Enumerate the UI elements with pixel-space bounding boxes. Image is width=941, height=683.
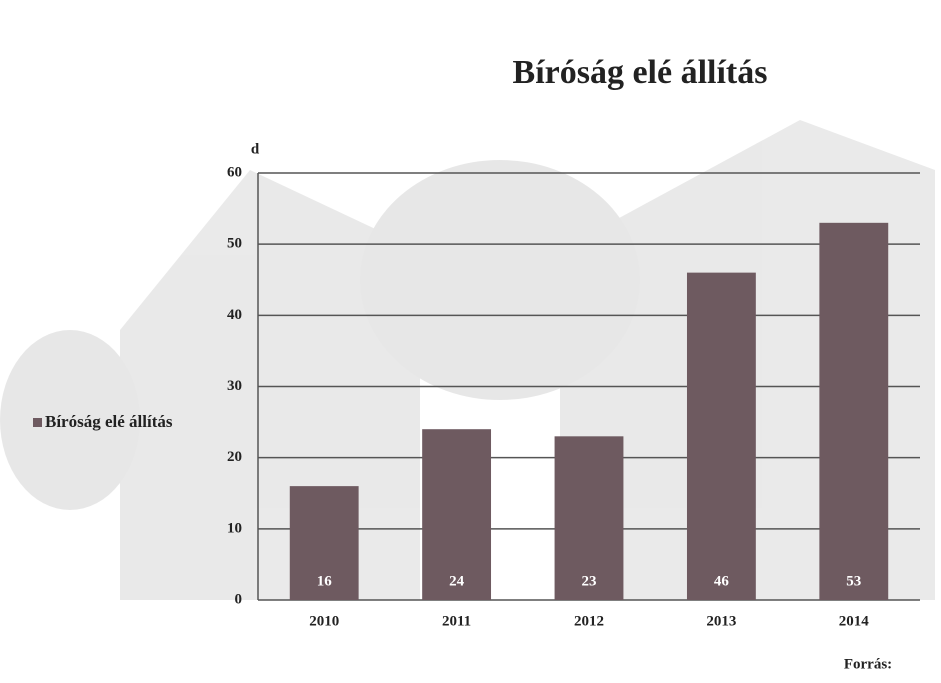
y-axis-label: d — [251, 141, 260, 157]
legend-label: Bíróság elé állítás — [45, 412, 173, 431]
bar — [554, 436, 624, 600]
legend-swatch — [33, 418, 42, 427]
y-tick-label: 10 — [227, 520, 242, 536]
x-tick-label: 2012 — [574, 613, 604, 629]
chart-title: Bíróság elé állítás — [513, 54, 768, 91]
bar — [686, 272, 756, 600]
y-tick-label: 20 — [227, 449, 242, 465]
data-label: 53 — [846, 573, 861, 589]
bar — [422, 429, 492, 600]
y-tick-label: 40 — [227, 307, 242, 323]
data-label: 24 — [449, 573, 465, 589]
y-tick-label: 0 — [235, 591, 243, 607]
y-tick-label: 50 — [227, 236, 242, 252]
x-tick-label: 2011 — [442, 613, 471, 629]
y-tick-label: 30 — [227, 378, 242, 394]
x-tick-label: 2013 — [706, 613, 736, 629]
x-tick-label: 2010 — [309, 613, 339, 629]
x-tick-label: 2014 — [839, 613, 870, 629]
data-label: 16 — [317, 573, 333, 589]
source: Forrás: — [844, 656, 892, 672]
bar — [819, 222, 889, 601]
y-tick-label: 60 — [227, 164, 242, 180]
data-label: 46 — [714, 573, 730, 589]
data-label: 23 — [582, 573, 597, 589]
bar — [289, 486, 359, 600]
